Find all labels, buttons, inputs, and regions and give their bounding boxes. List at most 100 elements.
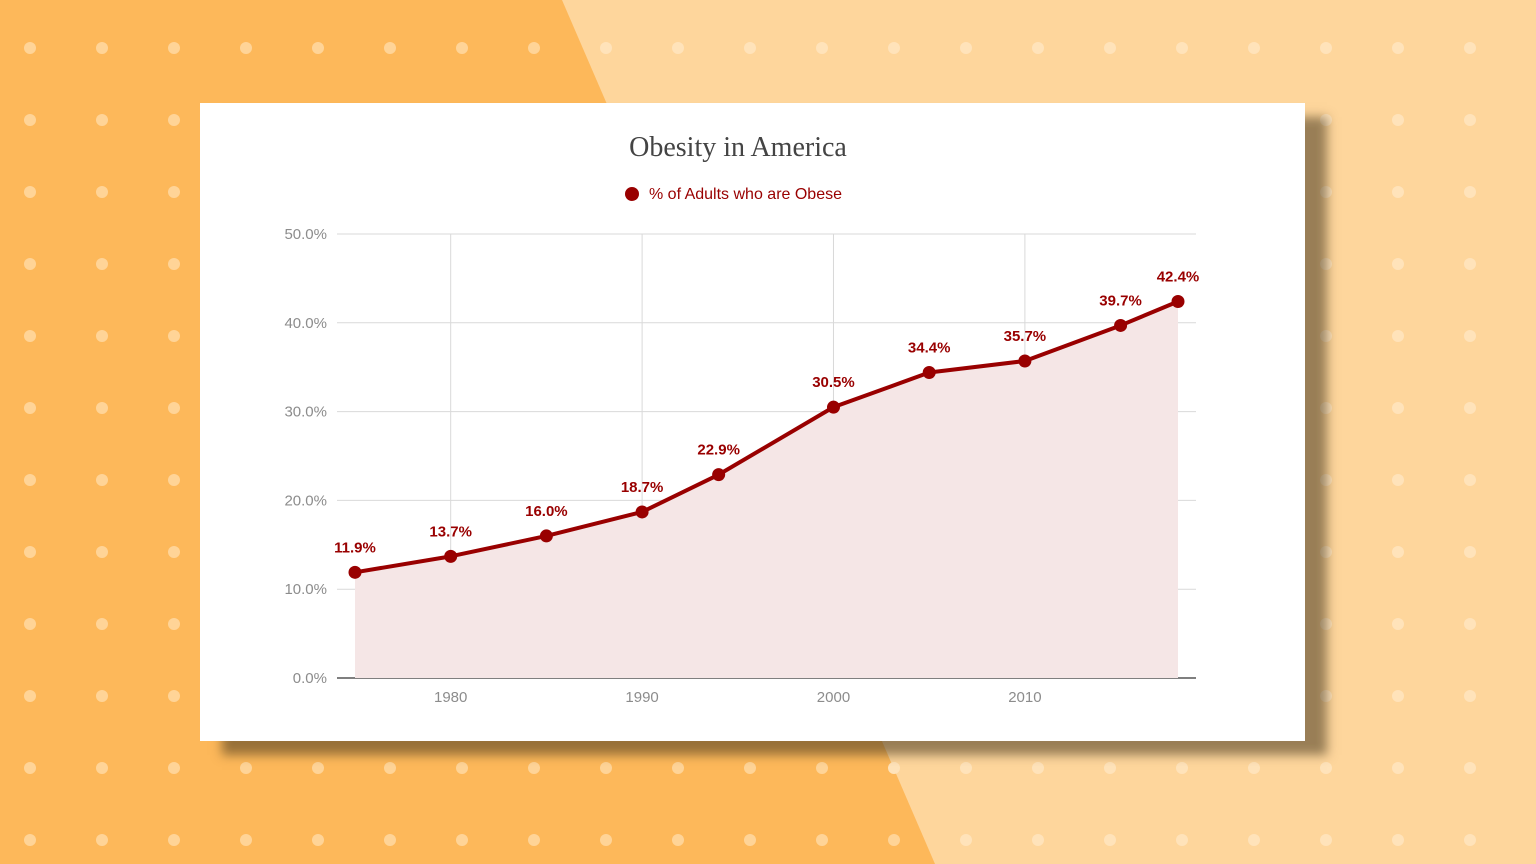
background-dot [1104,762,1116,774]
background-dot [816,834,828,846]
background-dot [168,42,180,54]
background-dot [1320,690,1332,702]
data-label: 18.7% [621,479,664,496]
background-dot [744,834,756,846]
background-dot [168,474,180,486]
y-tick-label: 50.0% [284,226,327,243]
background-dot [24,762,36,774]
background-dot [24,834,36,846]
background-dot [1176,762,1188,774]
data-label: 34.4% [908,340,951,357]
series-line [354,299,1179,575]
data-point [539,529,553,543]
background-dot [456,834,468,846]
background-dot [96,402,108,414]
background-dot [24,114,36,126]
background-dot [1464,546,1476,558]
background-dot [96,618,108,630]
data-point [444,549,458,563]
background-dot [24,618,36,630]
background-dot [96,834,108,846]
series-area-fill [355,301,1178,678]
background-dot [1392,42,1404,54]
background-dot [1176,42,1188,54]
background-dot [96,474,108,486]
background-dot [672,834,684,846]
y-tick-label: 0.0% [293,670,327,687]
background-dot [1392,834,1404,846]
background-dot [168,618,180,630]
data-point [635,505,649,519]
background-dot [24,546,36,558]
background-dot [1176,834,1188,846]
background-dot [456,42,468,54]
data-point [348,565,362,579]
background-dot [1464,618,1476,630]
x-tick-label: 1980 [434,689,467,706]
data-point [922,366,936,380]
background-dot [96,186,108,198]
line-area-chart: 11.9% 13.7% 16.0% 18.7% 22.9% 30.5% 34.4% 35.7%… [284,132,1199,706]
data-point [1114,318,1128,332]
background-dot [168,690,180,702]
background-dot [1464,474,1476,486]
background-dot [1392,258,1404,270]
background-dot [816,42,828,54]
background-dot [600,834,612,846]
background-dot [96,114,108,126]
background-dot [240,762,252,774]
data-label: 11.9% [334,539,376,556]
background-dot [1320,474,1332,486]
background-dot [168,762,180,774]
background-dot [456,762,468,774]
background-dot [744,42,756,54]
background-dot [1392,114,1404,126]
background-dot [528,42,540,54]
background-dot [816,762,828,774]
background-dot [672,762,684,774]
background-dot [1248,762,1260,774]
y-tick-label: 20.0% [284,492,327,509]
background-dot [1320,546,1332,558]
background-dot [1392,402,1404,414]
x-tick-label: 2000 [817,689,850,706]
background-dot [888,42,900,54]
background-dot [96,330,108,342]
background-dot [600,762,612,774]
background-dot [1464,762,1476,774]
background-dot [888,762,900,774]
background-dot [1464,42,1476,54]
background-dot [1032,42,1044,54]
background-dot [384,762,396,774]
background-dot [1032,762,1044,774]
background-dot [24,690,36,702]
background-dot [312,762,324,774]
background-dot [1320,42,1332,54]
background-dot [1104,42,1116,54]
background-dot [1392,618,1404,630]
legend-marker-icon [625,187,639,201]
background-dot [384,834,396,846]
background-dot [888,834,900,846]
y-tick-label: 10.0% [284,581,327,598]
background-dot [96,546,108,558]
background-dot [168,330,180,342]
background-dot [96,690,108,702]
background-dot [1392,690,1404,702]
background-dot [1392,330,1404,342]
background-dot [168,114,180,126]
background-dot [1464,186,1476,198]
background-dot [1464,834,1476,846]
background-dot [96,762,108,774]
background-dot [960,762,972,774]
background-dot [168,258,180,270]
background-dot [1320,618,1332,630]
background-dot [1392,762,1404,774]
background-dot [744,762,756,774]
background-dot [1392,546,1404,558]
data-label: 22.9% [697,442,740,459]
background-dot [1320,258,1332,270]
data-point [1171,294,1185,308]
background-dot [1392,474,1404,486]
chart-card: 11.9% 13.7% 16.0% 18.7% 22.9% 30.5% 34.4% 35.7%… [200,103,1305,741]
